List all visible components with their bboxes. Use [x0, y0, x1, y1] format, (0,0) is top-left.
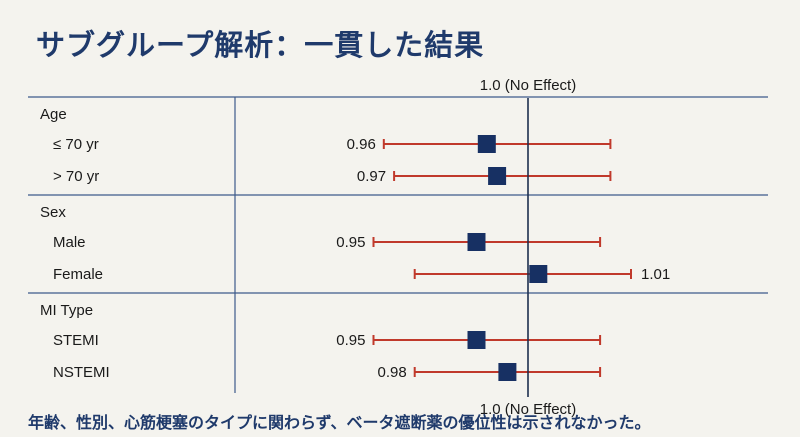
estimate-marker: [477, 135, 496, 153]
slide-footer: 年齢、性別、心筋梗塞のタイプに関わらず、ベータ遮断薬の優位性は示されなかった。: [28, 413, 651, 432]
row-label: ≤ 70 yr: [53, 136, 99, 153]
estimate-marker: [498, 363, 517, 381]
row-label: NSTEMI: [53, 364, 110, 381]
group-label: Age: [40, 106, 67, 123]
row-label: > 70 yr: [53, 168, 99, 185]
estimate-value: 0.97: [357, 168, 386, 185]
group-label: MI Type: [40, 302, 93, 319]
reference-label-top: 1.0 (No Effect): [480, 77, 576, 94]
estimate-marker: [467, 331, 486, 349]
estimate-marker: [488, 167, 507, 185]
estimate-value: 0.95: [336, 234, 365, 251]
estimate-marker: [467, 233, 486, 251]
estimate-value: 1.01: [641, 266, 670, 283]
estimate-marker: [529, 265, 548, 283]
row-label: Female: [53, 266, 103, 283]
row-label: STEMI: [53, 332, 99, 349]
row-label: Male: [53, 234, 86, 251]
group-label: Sex: [40, 204, 66, 221]
estimate-value: 0.96: [347, 136, 376, 153]
estimate-value: 0.95: [336, 332, 365, 349]
estimate-value: 0.98: [377, 364, 406, 381]
reference-label-bottom: 1.0 (No Effect): [480, 401, 576, 418]
slide-title: サブグループ解析：一貫した結果: [36, 28, 485, 62]
